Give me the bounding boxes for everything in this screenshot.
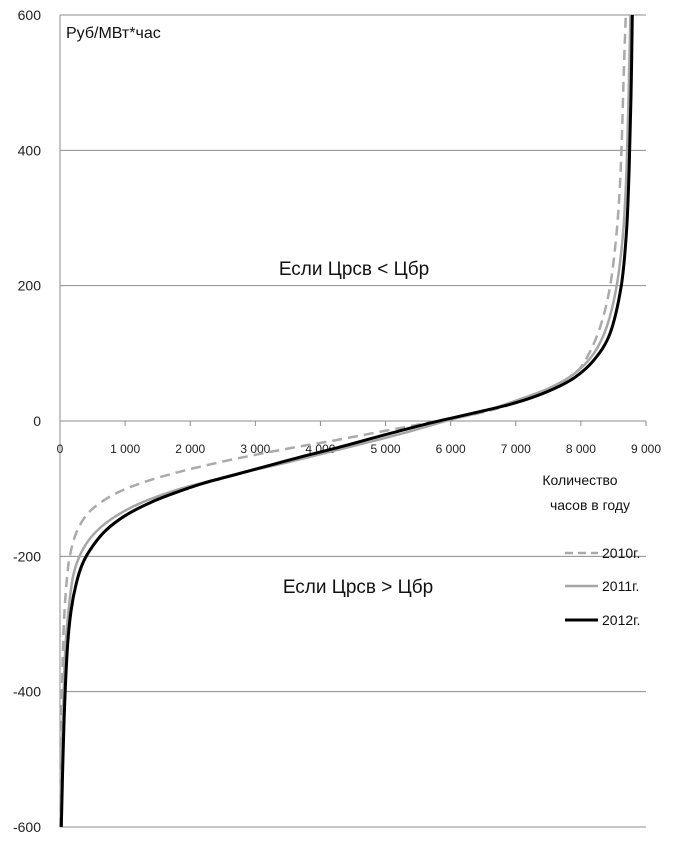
- x-tick-label: 2 000: [175, 442, 205, 456]
- annotation-upper: Если Црсв < Цбр: [279, 259, 429, 280]
- legend-label-2012: 2012г.: [602, 612, 640, 628]
- x-tick-label: 7 000: [501, 442, 531, 456]
- x-axis-label-line1: Количество: [542, 472, 617, 488]
- legend-label-2010: 2010г.: [602, 545, 640, 561]
- grid-lines: [60, 14, 646, 828]
- x-tick-label: 9 000: [631, 442, 661, 456]
- x-tick-label: 8 000: [566, 442, 596, 456]
- x-axis-label-line2: часов в году: [550, 497, 630, 513]
- series-lines: [59, 14, 634, 828]
- y-tick-label: 200: [18, 278, 42, 294]
- y-tick-label: -200: [13, 548, 41, 564]
- y-tick-label: -600: [13, 819, 41, 835]
- x-tick-label: 1 000: [110, 442, 140, 456]
- series-line-2010г.: [59, 14, 628, 828]
- y-tick-label: 0: [33, 413, 41, 429]
- y-tick-label: -400: [13, 684, 41, 700]
- y-axis-label: Руб/МВт*час: [66, 25, 161, 42]
- x-tick-label: 5 000: [371, 442, 401, 456]
- series-line-2012г.: [59, 14, 634, 828]
- legend-label-2011: 2011г.: [602, 578, 639, 594]
- annotation-lower: Если Црсв > Цбр: [283, 577, 433, 598]
- y-tick-label: 400: [18, 142, 42, 158]
- legend: 2010г. 2011г. 2012г.: [565, 545, 640, 628]
- y-tick-label: 600: [18, 7, 42, 23]
- x-tick-label: 6 000: [436, 442, 466, 456]
- y-tick-labels: 600 400 200 0 -200 -400 -600: [13, 7, 41, 835]
- x-tick-label: 0: [57, 442, 64, 456]
- series-line-2011г.: [59, 14, 632, 828]
